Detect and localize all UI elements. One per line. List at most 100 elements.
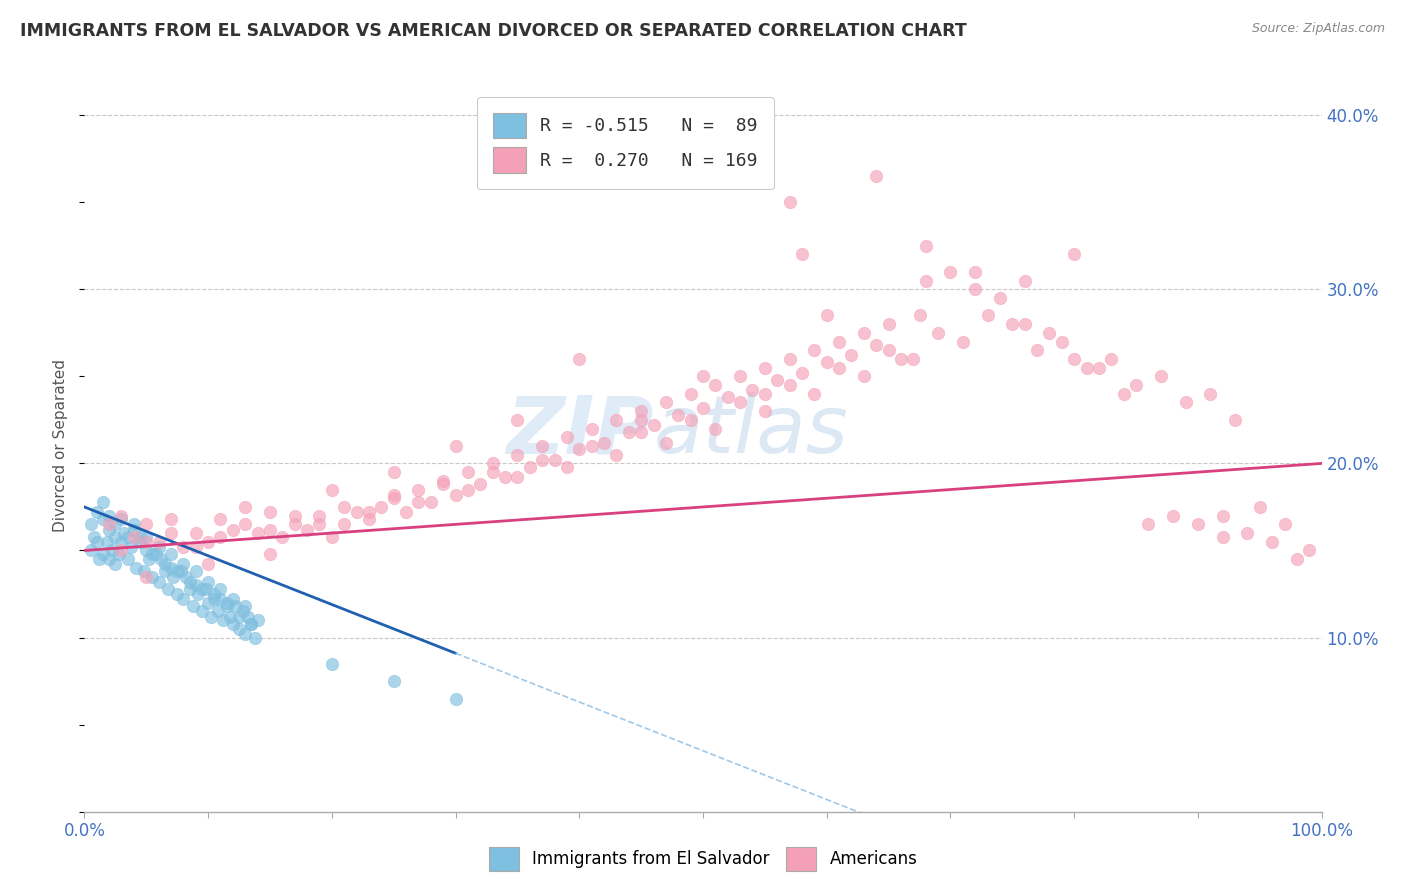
Point	[233, 500, 256, 514]
Point	[284, 517, 307, 532]
Point	[209, 512, 232, 526]
Point	[630, 404, 652, 418]
Point	[135, 530, 157, 544]
Point	[419, 494, 441, 508]
Point	[104, 517, 127, 532]
Point	[914, 238, 936, 252]
Point	[194, 582, 217, 596]
Point	[202, 592, 225, 607]
Point	[197, 574, 219, 589]
Point	[209, 530, 232, 544]
Point	[865, 338, 887, 352]
Point	[172, 592, 194, 607]
Point	[132, 565, 155, 579]
Point	[790, 247, 813, 261]
Point	[184, 565, 207, 579]
Point	[555, 430, 578, 444]
Point	[222, 592, 245, 607]
Point	[927, 326, 949, 340]
Point	[1212, 508, 1234, 523]
Point	[79, 543, 101, 558]
Point	[120, 540, 142, 554]
Point	[1001, 317, 1024, 331]
Point	[174, 569, 197, 583]
Point	[432, 474, 454, 488]
Point	[181, 599, 204, 614]
Point	[1223, 413, 1246, 427]
Point	[779, 351, 801, 366]
Point	[1038, 326, 1060, 340]
Point	[444, 691, 467, 706]
Point	[444, 439, 467, 453]
Point	[815, 355, 838, 369]
Point	[1236, 526, 1258, 541]
Point	[148, 574, 170, 589]
Point	[170, 565, 193, 579]
Point	[1298, 543, 1320, 558]
Point	[209, 592, 232, 607]
Point	[1187, 517, 1209, 532]
Point	[370, 500, 392, 514]
Point	[233, 517, 256, 532]
Point	[408, 483, 430, 497]
Point	[122, 517, 145, 532]
Point	[125, 561, 148, 575]
Point	[141, 569, 163, 583]
Point	[135, 543, 157, 558]
Point	[86, 505, 108, 519]
Point	[1285, 552, 1308, 566]
Point	[197, 558, 219, 572]
Point	[1112, 386, 1135, 401]
Point	[308, 517, 330, 532]
Point	[148, 540, 170, 554]
Point	[110, 512, 132, 526]
Point	[679, 413, 702, 427]
Point	[1161, 508, 1184, 523]
Point	[457, 483, 479, 497]
Point	[160, 547, 183, 561]
Point	[346, 505, 368, 519]
Point	[617, 425, 640, 439]
Point	[630, 425, 652, 439]
Point	[382, 491, 405, 506]
Point	[187, 587, 209, 601]
Point	[246, 613, 269, 627]
Y-axis label: Divorced or Separated: Divorced or Separated	[53, 359, 69, 533]
Point	[98, 508, 121, 523]
Point	[148, 534, 170, 549]
Point	[717, 390, 740, 404]
Point	[630, 413, 652, 427]
Point	[172, 540, 194, 554]
Point	[240, 616, 263, 631]
Point	[197, 596, 219, 610]
Point	[135, 569, 157, 583]
Point	[191, 582, 214, 596]
Point	[852, 326, 875, 340]
Point	[803, 343, 825, 358]
Point	[877, 343, 900, 358]
Point	[655, 435, 678, 450]
Point	[129, 530, 152, 544]
Point	[1088, 360, 1111, 375]
Text: Source: ZipAtlas.com: Source: ZipAtlas.com	[1251, 22, 1385, 36]
Point	[172, 558, 194, 572]
Point	[236, 609, 259, 624]
Point	[166, 565, 188, 579]
Point	[259, 523, 281, 537]
Point	[86, 534, 108, 549]
Point	[222, 616, 245, 631]
Point	[1199, 386, 1222, 401]
Text: atlas: atlas	[654, 392, 848, 470]
Point	[232, 604, 254, 618]
Point	[865, 169, 887, 183]
Point	[1174, 395, 1197, 409]
Point	[457, 465, 479, 479]
Point	[145, 547, 167, 561]
Point	[506, 470, 529, 484]
Point	[1212, 530, 1234, 544]
Point	[939, 265, 962, 279]
Point	[160, 561, 183, 575]
Point	[110, 508, 132, 523]
Point	[581, 439, 603, 453]
Point	[766, 373, 789, 387]
